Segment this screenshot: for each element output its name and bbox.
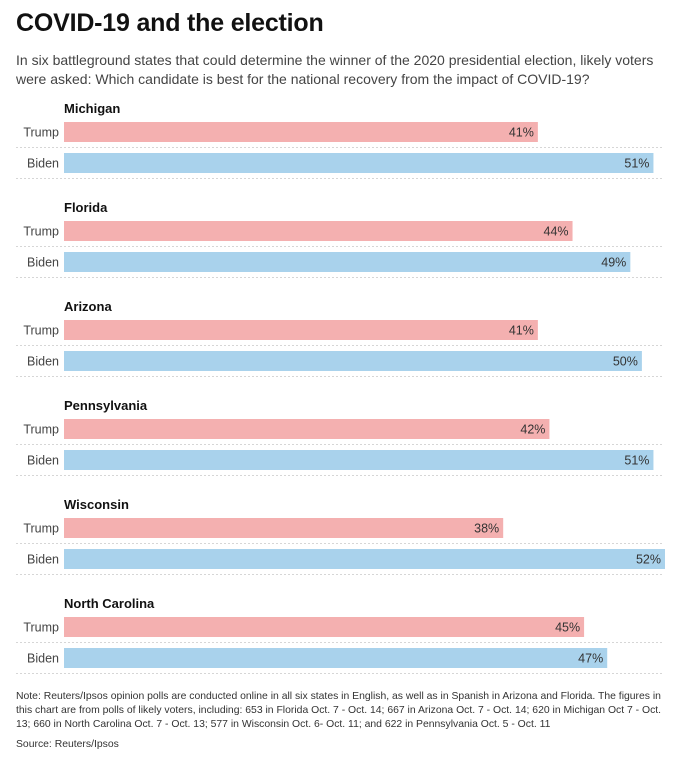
state-label: Michigan [64, 101, 120, 116]
candidate-label: Biden [27, 157, 59, 171]
candidate-label: Trump [23, 423, 59, 437]
bar-trump [64, 518, 504, 538]
candidate-label: Trump [23, 621, 59, 635]
bar-biden [64, 252, 631, 272]
data-label: 44% [544, 225, 569, 239]
bar-chart: Michigan Trump 41% Biden 51% Florida Trump 44% B… [16, 101, 665, 674]
bar-biden [64, 549, 665, 569]
bar-biden [64, 351, 642, 371]
candidate-label: Trump [23, 522, 59, 536]
state-label: North Carolina [64, 596, 155, 611]
data-label: 51% [624, 454, 649, 468]
candidate-label: Trump [23, 225, 59, 239]
data-label: 41% [509, 126, 534, 140]
bar-trump [64, 320, 538, 340]
data-label: 50% [613, 355, 638, 369]
bar-biden [64, 153, 654, 173]
data-label: 38% [474, 522, 499, 536]
candidate-label: Trump [23, 126, 59, 140]
data-label: 45% [555, 621, 580, 635]
bar-trump [64, 221, 573, 241]
chart-source: Source: Reuters/Ipsos [16, 739, 119, 750]
candidate-label: Biden [27, 454, 59, 468]
candidate-label: Biden [27, 256, 59, 270]
bar-trump [64, 419, 550, 439]
bar-biden [64, 648, 608, 668]
data-label: 42% [520, 423, 545, 437]
chart-note: Note: Reuters/Ipsos opinion polls are co… [16, 691, 662, 730]
data-label: 49% [601, 256, 626, 270]
candidate-label: Biden [27, 553, 59, 567]
bar-trump [64, 122, 538, 142]
bar-trump [64, 617, 585, 637]
data-label: 51% [624, 157, 649, 171]
state-label: Wisconsin [64, 497, 129, 512]
chart-subtitle: In six battleground states that could de… [16, 52, 654, 87]
candidate-label: Trump [23, 324, 59, 338]
candidate-label: Biden [27, 355, 59, 369]
data-label: 47% [578, 652, 603, 666]
candidate-label: Biden [27, 652, 59, 666]
state-label: Pennsylvania [64, 398, 148, 413]
state-label: Florida [64, 200, 108, 215]
chart-title: COVID-19 and the election [16, 9, 324, 37]
state-label: Arizona [64, 299, 112, 314]
data-label: 52% [636, 553, 661, 567]
bar-biden [64, 450, 654, 470]
data-label: 41% [509, 324, 534, 338]
